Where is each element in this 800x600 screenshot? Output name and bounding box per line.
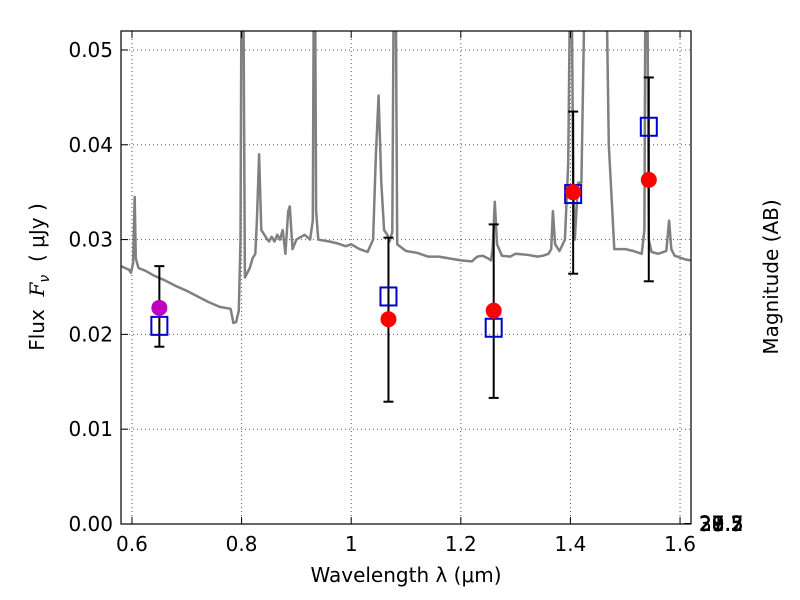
observed-point [640, 171, 657, 188]
y-tick-label: 0.00 [68, 512, 113, 536]
model-point [484, 317, 503, 338]
observed-point [565, 184, 582, 201]
y-axis-title-suffix: ( μJy ) [25, 203, 49, 275]
x-tick-label: 1.4 [555, 532, 587, 556]
y2-tick-label: 29 [699, 512, 724, 536]
y-tick-label: 0.01 [68, 417, 113, 441]
y-tick-label: 0.05 [68, 38, 113, 62]
model-point [150, 315, 169, 336]
observed-point [151, 299, 168, 316]
y-axis-ticks: 0.00 0.01 0.02 0.03 0.04 0.05 [68, 38, 128, 536]
y2-tick-label: 28.5 [699, 512, 744, 536]
y2-tick-label: 27.3 [699, 512, 744, 536]
x-axis-title: Wavelength λ (μm) [310, 563, 501, 587]
x-tick-label: 1 [345, 532, 358, 556]
observed-flux-markers [151, 171, 657, 328]
observed-point [380, 311, 397, 328]
y-tick-label: 0.04 [68, 133, 113, 157]
model-flux-markers [150, 116, 658, 338]
y-axis-title-subscript: ν [37, 275, 53, 283]
y2-axis-title: Magnitude (AB) [759, 199, 783, 354]
observed-point [485, 302, 502, 319]
x-tick-label: 0.6 [116, 532, 148, 556]
y2-tick-label: 28 [699, 512, 724, 536]
y2-tick-label: 29.5 [699, 512, 744, 536]
y-axis-title: Flux Fν ( μJy ) [25, 203, 53, 351]
model-point [639, 116, 658, 137]
plot-frame [120, 30, 692, 525]
y2-tick-label: 27.7 [699, 512, 744, 536]
model-spectrum-line [121, 31, 691, 325]
y2-tick-label: 27.2 [699, 512, 744, 536]
plot-background [121, 31, 691, 524]
x-tick-label: 0.8 [226, 532, 258, 556]
y2-tick-label: 27.5 [699, 512, 744, 536]
x-axis-ticks: 0.6 0.8 1 1.2 1.4 1.6 [116, 31, 696, 556]
y2-tick-label: 30 [699, 512, 724, 536]
model-point [379, 286, 398, 307]
y2-tick-label: 28.2 [699, 512, 744, 536]
x-tick-label: 1.6 [664, 532, 696, 556]
y2-tick-label: 31 [699, 512, 724, 536]
y-axis-title-prefix: Flux [25, 296, 49, 350]
y-tick-label: 0.03 [68, 228, 113, 252]
y-tick-label: 0.02 [68, 322, 113, 346]
x-tick-label: 1.2 [445, 532, 477, 556]
y-axis-title-symbol: F [25, 281, 49, 297]
